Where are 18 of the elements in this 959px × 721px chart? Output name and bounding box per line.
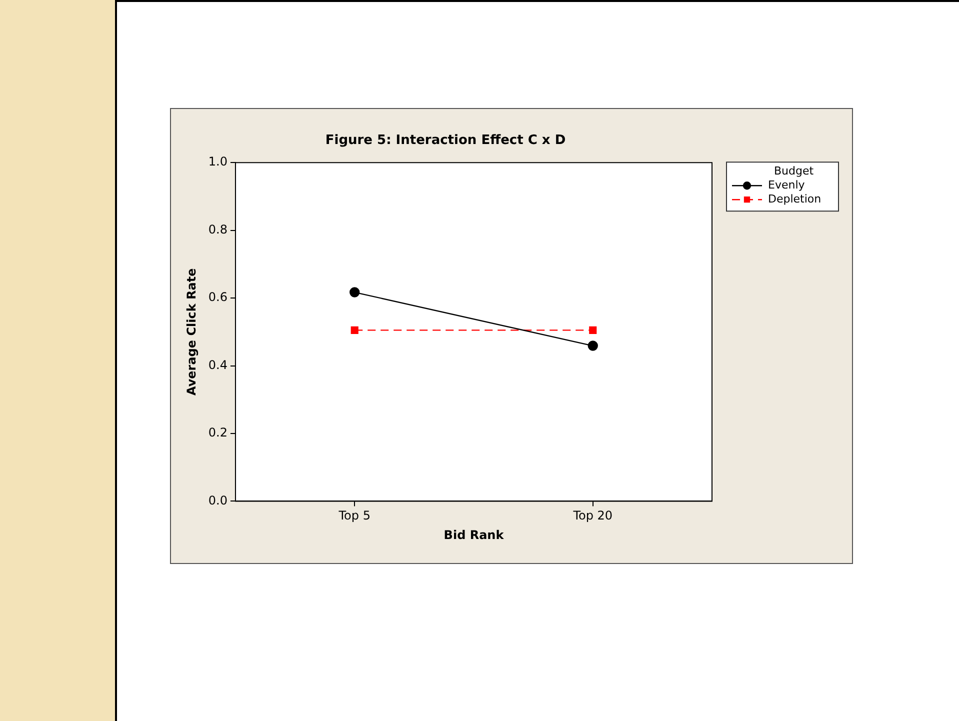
y-tick-label: 0.4 [208,358,228,372]
y-tick-label: 0.2 [208,426,228,440]
x-tick-label: Top 20 [572,508,613,523]
y-tick-label: 0.0 [208,493,228,508]
legend-title: Budget [774,164,814,178]
chart-title: Figure 5: Interaction Effect C x D [325,133,566,148]
point [350,287,360,298]
y-tick-label: 0.8 [208,222,228,236]
y-axis-title: Average Click Rate [184,268,198,396]
y-tick-label: 1.0 [208,154,228,169]
point [588,340,598,351]
legend-label: Depletion [768,192,822,206]
point [589,326,597,334]
y-tick-label: 0.6 [208,290,228,304]
x-tick-label: Top 5 [338,508,370,523]
x-axis-title: Bid Rank [444,528,505,542]
legend-label: Evenly [768,178,806,192]
point [350,326,358,334]
